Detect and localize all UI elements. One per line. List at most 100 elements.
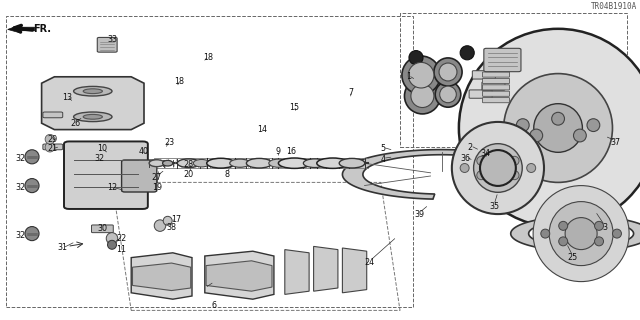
Text: 16: 16 [286, 148, 296, 156]
Ellipse shape [559, 221, 568, 230]
Ellipse shape [163, 216, 172, 225]
Ellipse shape [25, 227, 39, 241]
Text: 32: 32 [15, 183, 26, 192]
Text: 32: 32 [15, 231, 26, 240]
FancyBboxPatch shape [43, 112, 63, 118]
Text: 6: 6 [212, 301, 217, 310]
Polygon shape [285, 250, 309, 294]
Text: 40: 40 [139, 148, 149, 156]
Ellipse shape [510, 171, 519, 180]
Ellipse shape [595, 237, 604, 246]
Ellipse shape [269, 159, 288, 167]
Ellipse shape [460, 164, 469, 172]
Ellipse shape [45, 134, 55, 144]
Text: 10: 10 [97, 144, 108, 153]
Text: 23: 23 [164, 138, 175, 147]
Ellipse shape [510, 156, 519, 165]
FancyBboxPatch shape [483, 72, 509, 77]
Bar [6, 16, 413, 307]
Ellipse shape [559, 237, 568, 246]
Text: 13: 13 [62, 93, 72, 102]
Ellipse shape [549, 202, 613, 266]
Text: 25: 25 [568, 253, 578, 262]
Text: 36: 36 [461, 154, 471, 163]
Ellipse shape [541, 229, 550, 238]
Ellipse shape [230, 159, 250, 167]
Text: 32: 32 [94, 154, 104, 163]
Polygon shape [42, 77, 144, 130]
Ellipse shape [402, 56, 440, 94]
Ellipse shape [595, 221, 604, 230]
Text: 24: 24 [365, 258, 375, 267]
Text: 28: 28 [184, 160, 194, 169]
FancyBboxPatch shape [472, 71, 495, 79]
Text: 33: 33 [107, 36, 117, 44]
Text: 34: 34 [480, 149, 490, 158]
Ellipse shape [404, 78, 440, 114]
Ellipse shape [477, 171, 486, 180]
Ellipse shape [193, 159, 210, 167]
Ellipse shape [83, 89, 102, 93]
Ellipse shape [460, 46, 474, 60]
Text: 14: 14 [257, 125, 268, 134]
Text: 20: 20 [184, 170, 194, 179]
Text: 9: 9 [276, 148, 281, 156]
Polygon shape [132, 263, 191, 291]
Ellipse shape [409, 51, 423, 65]
Bar [400, 13, 627, 147]
FancyBboxPatch shape [469, 90, 492, 98]
Text: 18: 18 [203, 53, 213, 62]
FancyBboxPatch shape [483, 85, 509, 90]
Ellipse shape [533, 186, 629, 282]
Text: 30: 30 [97, 224, 108, 233]
Text: 29: 29 [47, 135, 58, 144]
FancyBboxPatch shape [483, 91, 509, 96]
FancyBboxPatch shape [482, 82, 505, 90]
Ellipse shape [278, 158, 310, 168]
Polygon shape [342, 248, 367, 293]
Ellipse shape [83, 114, 102, 119]
Text: 35: 35 [489, 202, 499, 211]
Ellipse shape [177, 159, 200, 167]
Ellipse shape [106, 233, 118, 244]
Text: FR.: FR. [33, 24, 51, 34]
Ellipse shape [474, 144, 522, 192]
Ellipse shape [154, 220, 166, 231]
Ellipse shape [207, 158, 235, 168]
Text: TR04B1910A: TR04B1910A [591, 2, 637, 11]
FancyBboxPatch shape [64, 141, 148, 209]
Ellipse shape [573, 129, 586, 142]
Text: 17: 17 [171, 215, 181, 224]
Ellipse shape [149, 160, 164, 167]
Text: 1: 1 [406, 72, 411, 81]
Ellipse shape [25, 179, 39, 193]
Ellipse shape [45, 142, 55, 152]
FancyBboxPatch shape [43, 144, 63, 150]
Text: 19: 19 [152, 183, 162, 192]
Text: 21: 21 [47, 144, 58, 153]
Ellipse shape [411, 84, 434, 108]
Polygon shape [342, 150, 541, 199]
Ellipse shape [439, 63, 457, 81]
Text: 27: 27 [152, 173, 162, 182]
Ellipse shape [339, 158, 365, 168]
FancyBboxPatch shape [92, 225, 113, 233]
Text: 3: 3 [602, 223, 607, 232]
Ellipse shape [74, 86, 112, 96]
Ellipse shape [434, 58, 462, 86]
Ellipse shape [435, 82, 461, 107]
Ellipse shape [25, 150, 39, 164]
Text: 26: 26 [70, 119, 81, 128]
Ellipse shape [534, 104, 582, 152]
Text: 5: 5 [380, 144, 385, 153]
Ellipse shape [530, 129, 543, 142]
Polygon shape [206, 261, 272, 291]
Text: 11: 11 [116, 245, 127, 254]
Text: 22: 22 [116, 234, 127, 243]
Ellipse shape [440, 86, 456, 103]
Ellipse shape [459, 29, 640, 227]
Polygon shape [511, 216, 640, 249]
FancyBboxPatch shape [483, 78, 509, 84]
Polygon shape [205, 251, 274, 299]
Ellipse shape [480, 150, 516, 186]
